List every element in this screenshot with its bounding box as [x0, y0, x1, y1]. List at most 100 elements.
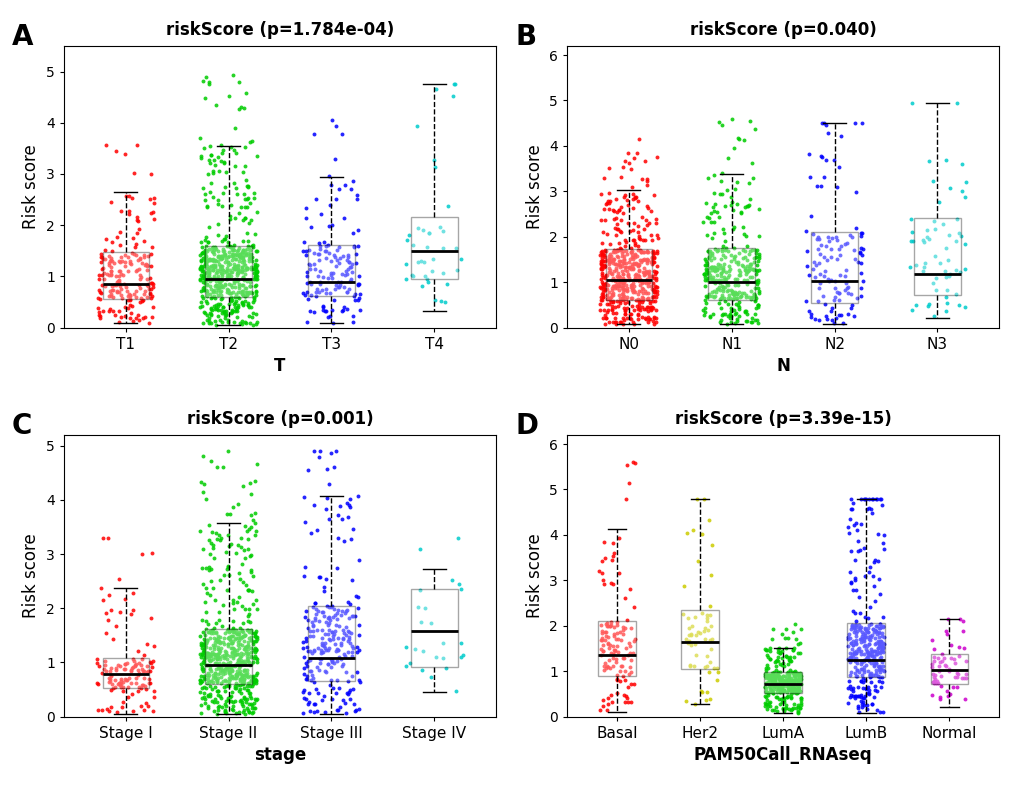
- Point: [201, 626, 217, 638]
- Point: [697, 196, 713, 209]
- Point: [769, 666, 786, 678]
- Point: [740, 248, 756, 261]
- Point: [705, 226, 721, 239]
- Point: [210, 648, 226, 661]
- Point: [229, 260, 246, 272]
- Point: [334, 305, 351, 317]
- Point: [787, 673, 803, 685]
- Point: [842, 669, 858, 681]
- Point: [199, 278, 215, 290]
- Point: [112, 279, 128, 292]
- Point: [434, 266, 450, 279]
- Point: [633, 276, 649, 288]
- Point: [711, 283, 728, 296]
- Point: [238, 261, 255, 274]
- Point: [314, 637, 330, 650]
- Point: [621, 312, 637, 324]
- Point: [758, 671, 774, 684]
- Point: [296, 692, 312, 705]
- Point: [244, 699, 260, 711]
- Point: [305, 619, 321, 632]
- Point: [248, 602, 264, 615]
- Point: [210, 279, 226, 292]
- Point: [315, 585, 331, 597]
- Point: [768, 683, 785, 696]
- Point: [614, 312, 631, 324]
- Point: [713, 289, 730, 301]
- Point: [209, 651, 225, 663]
- Point: [336, 211, 353, 224]
- Point: [214, 265, 230, 277]
- Point: [231, 660, 248, 673]
- Point: [246, 267, 262, 279]
- Point: [644, 244, 660, 257]
- Point: [749, 298, 765, 311]
- Point: [243, 650, 259, 663]
- Point: [118, 281, 135, 294]
- Point: [609, 272, 626, 285]
- Point: [791, 675, 807, 688]
- Point: [210, 270, 226, 283]
- Point: [108, 662, 124, 674]
- Point: [716, 241, 733, 254]
- Point: [341, 597, 358, 610]
- Point: [202, 283, 218, 295]
- Point: [781, 685, 797, 697]
- Point: [788, 687, 804, 699]
- Point: [713, 279, 730, 292]
- Point: [238, 275, 255, 287]
- Point: [310, 687, 326, 699]
- Point: [144, 290, 160, 302]
- Point: [330, 241, 346, 254]
- PathPatch shape: [308, 605, 355, 681]
- Point: [308, 287, 324, 299]
- Point: [737, 265, 753, 277]
- Point: [204, 165, 220, 177]
- Point: [597, 277, 613, 290]
- Point: [314, 632, 330, 644]
- Point: [124, 192, 141, 204]
- Point: [596, 280, 612, 293]
- Point: [114, 255, 130, 268]
- Point: [142, 288, 158, 301]
- Point: [219, 529, 235, 542]
- Point: [127, 659, 144, 672]
- Point: [865, 644, 881, 657]
- Point: [870, 626, 887, 638]
- Point: [870, 636, 887, 648]
- Point: [608, 244, 625, 257]
- Point: [212, 574, 228, 586]
- Point: [610, 204, 627, 217]
- Point: [957, 655, 973, 667]
- Point: [344, 316, 361, 329]
- Point: [594, 574, 610, 586]
- Point: [626, 217, 642, 229]
- Point: [950, 298, 966, 311]
- Point: [780, 690, 796, 703]
- Point: [874, 659, 891, 672]
- Point: [627, 272, 643, 285]
- Point: [126, 240, 143, 253]
- Point: [120, 205, 137, 217]
- Point: [924, 674, 941, 687]
- Point: [218, 675, 234, 688]
- Point: [615, 305, 632, 317]
- Point: [871, 647, 888, 659]
- Point: [343, 275, 360, 287]
- Point: [234, 261, 251, 274]
- Point: [93, 287, 109, 299]
- Point: [853, 698, 869, 710]
- Point: [414, 223, 430, 235]
- Point: [238, 655, 255, 667]
- Point: [194, 663, 210, 675]
- Point: [757, 677, 773, 689]
- Point: [135, 312, 151, 324]
- Point: [705, 168, 721, 181]
- PathPatch shape: [681, 610, 718, 669]
- Point: [132, 681, 149, 694]
- Point: [835, 316, 851, 329]
- Point: [130, 645, 147, 658]
- Point: [225, 650, 242, 663]
- Point: [812, 149, 828, 162]
- Point: [950, 227, 966, 239]
